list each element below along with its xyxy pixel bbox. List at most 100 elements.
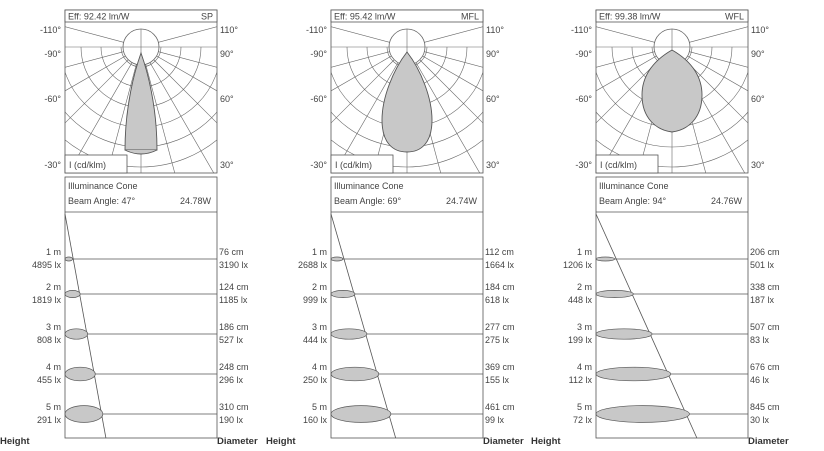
polar-header bbox=[64, 9, 218, 23]
power-label: 24.74W bbox=[446, 196, 478, 206]
diameter-label: 369 cm bbox=[485, 362, 515, 372]
power-label: 24.78W bbox=[180, 196, 212, 206]
edge-lux-label: 46 lx bbox=[750, 375, 770, 385]
light-spot bbox=[595, 328, 653, 340]
diameter-label: 76 cm bbox=[219, 247, 244, 257]
center-lux-label: 72 lx bbox=[573, 415, 593, 425]
diameter-label: 310 cm bbox=[219, 402, 249, 412]
height-label: 1 m bbox=[577, 247, 592, 257]
angle-label-right: 110° bbox=[220, 25, 238, 35]
light-spot bbox=[64, 405, 104, 423]
polar-header bbox=[595, 9, 749, 23]
angle-label-left: -90° bbox=[575, 49, 592, 59]
center-lux-label: 999 lx bbox=[303, 295, 328, 305]
polar-header bbox=[330, 9, 484, 23]
cone-frame bbox=[595, 176, 749, 439]
height-label: 2 m bbox=[577, 282, 592, 292]
cone-row: 2 m 999 lx 184 cm 618 lx bbox=[303, 282, 515, 305]
height-label: 3 m bbox=[46, 322, 61, 332]
illuminance-cone: Illuminance Cone Beam Angle: 94° 24.76W 1 m… bbox=[563, 176, 780, 439]
height-label: 4 m bbox=[577, 362, 592, 372]
beam-code-label: MFL bbox=[461, 12, 479, 22]
edge-lux-label: 501 lx bbox=[750, 260, 775, 270]
polar-radial bbox=[65, 59, 129, 124]
polar-lobe-group bbox=[381, 51, 433, 153]
polar-radial bbox=[596, 59, 660, 124]
angle-label-left: -60° bbox=[575, 94, 592, 104]
cone-row: 2 m 448 lx 338 cm 187 lx bbox=[568, 282, 780, 305]
height-label: 5 m bbox=[46, 402, 61, 412]
light-spot bbox=[64, 256, 73, 262]
cone-row: 2 m 1819 lx 124 cm 1185 lx bbox=[32, 282, 249, 305]
angle-label-right: 90° bbox=[220, 49, 234, 59]
efficiency-label: Eff: 92.42 lm/W bbox=[68, 12, 130, 22]
cone-title: Illuminance Cone bbox=[334, 181, 404, 191]
beam-code-label: SP bbox=[201, 12, 213, 22]
diameter-label: 845 cm bbox=[750, 402, 780, 412]
light-spot bbox=[330, 290, 356, 298]
polar-radial bbox=[596, 26, 655, 43]
angle-label-left: -110° bbox=[306, 25, 327, 35]
height-label: 1 m bbox=[46, 247, 61, 257]
luminous-intensity-lobe bbox=[381, 51, 433, 153]
polar-radial bbox=[331, 26, 390, 43]
unit-box bbox=[330, 154, 394, 174]
edge-lux-label: 296 lx bbox=[219, 375, 244, 385]
angle-label-left: -30° bbox=[575, 160, 592, 170]
diameter-label: 277 cm bbox=[485, 322, 515, 332]
angle-label-right: 30° bbox=[486, 160, 500, 170]
cone-row: 3 m 444 lx 277 cm 275 lx bbox=[303, 322, 515, 345]
unit-label: I (cd/klm) bbox=[335, 160, 372, 170]
edge-lux-label: 1185 lx bbox=[219, 295, 248, 305]
beam-angle-label: Beam Angle: 94° bbox=[599, 196, 667, 206]
edge-lux-label: 155 lx bbox=[485, 375, 510, 385]
center-lux-label: 808 lx bbox=[37, 335, 62, 345]
polar-diagram: Eff: 99.38 lm/W WFL I (cd/klm) -110° -90° -60… bbox=[571, 9, 769, 174]
light-spot bbox=[595, 405, 690, 423]
beam-angle-label: Beam Angle: 47° bbox=[68, 196, 136, 206]
polar-radial bbox=[158, 51, 217, 68]
angle-label-left: -60° bbox=[44, 94, 61, 104]
diameter-footer-label: Diameter bbox=[217, 436, 258, 446]
angle-label-right: 60° bbox=[220, 94, 234, 104]
cone-row: 4 m 112 lx 676 cm 46 lx bbox=[569, 362, 780, 385]
cone-frame bbox=[64, 176, 218, 439]
edge-lux-label: 618 lx bbox=[485, 295, 510, 305]
unit-label: I (cd/klm) bbox=[600, 160, 637, 170]
polar-radial bbox=[331, 59, 395, 124]
edge-lux-label: 527 lx bbox=[219, 335, 244, 345]
unit-label: I (cd/klm) bbox=[69, 160, 106, 170]
height-footer-label: Height bbox=[0, 436, 30, 446]
polar-radial bbox=[65, 55, 126, 92]
cone-row: 5 m 291 lx 310 cm 190 lx bbox=[37, 402, 249, 425]
height-label: 2 m bbox=[46, 282, 61, 292]
polar-radial bbox=[145, 64, 176, 173]
polar-radial bbox=[156, 55, 217, 92]
luminous-intensity-lobe bbox=[641, 49, 703, 133]
cone-row: 5 m 160 lx 461 cm 99 lx bbox=[303, 402, 515, 425]
center-lux-label: 444 lx bbox=[303, 335, 328, 345]
beam-code-label: WFL bbox=[725, 12, 744, 22]
height-label: 1 m bbox=[312, 247, 327, 257]
panel-sp: Eff: 92.42 lm/W SP I (cd/klm) -110° -90° -60°… bbox=[0, 9, 258, 447]
polar-radial bbox=[422, 55, 483, 92]
edge-lux-label: 30 lx bbox=[750, 415, 770, 425]
lobe-cap bbox=[124, 149, 158, 155]
cone-row: 4 m 250 lx 369 cm 155 lx bbox=[303, 362, 515, 385]
light-spot bbox=[64, 366, 96, 382]
edge-lux-label: 190 lx bbox=[219, 415, 244, 425]
efficiency-label: Eff: 95.42 lm/W bbox=[334, 12, 396, 22]
center-lux-label: 1819 lx bbox=[32, 295, 62, 305]
angle-label-left: -90° bbox=[310, 49, 327, 59]
polar-lobe-group bbox=[641, 49, 703, 133]
angle-label-left: -30° bbox=[44, 160, 61, 170]
angle-label-left: -30° bbox=[310, 160, 327, 170]
cone-row: 4 m 455 lx 248 cm 296 lx bbox=[37, 362, 249, 385]
center-lux-label: 455 lx bbox=[37, 375, 62, 385]
cone-frame bbox=[330, 176, 484, 439]
diameter-label: 124 cm bbox=[219, 282, 249, 292]
edge-lux-label: 187 lx bbox=[750, 295, 775, 305]
angle-label-right: 30° bbox=[751, 160, 765, 170]
